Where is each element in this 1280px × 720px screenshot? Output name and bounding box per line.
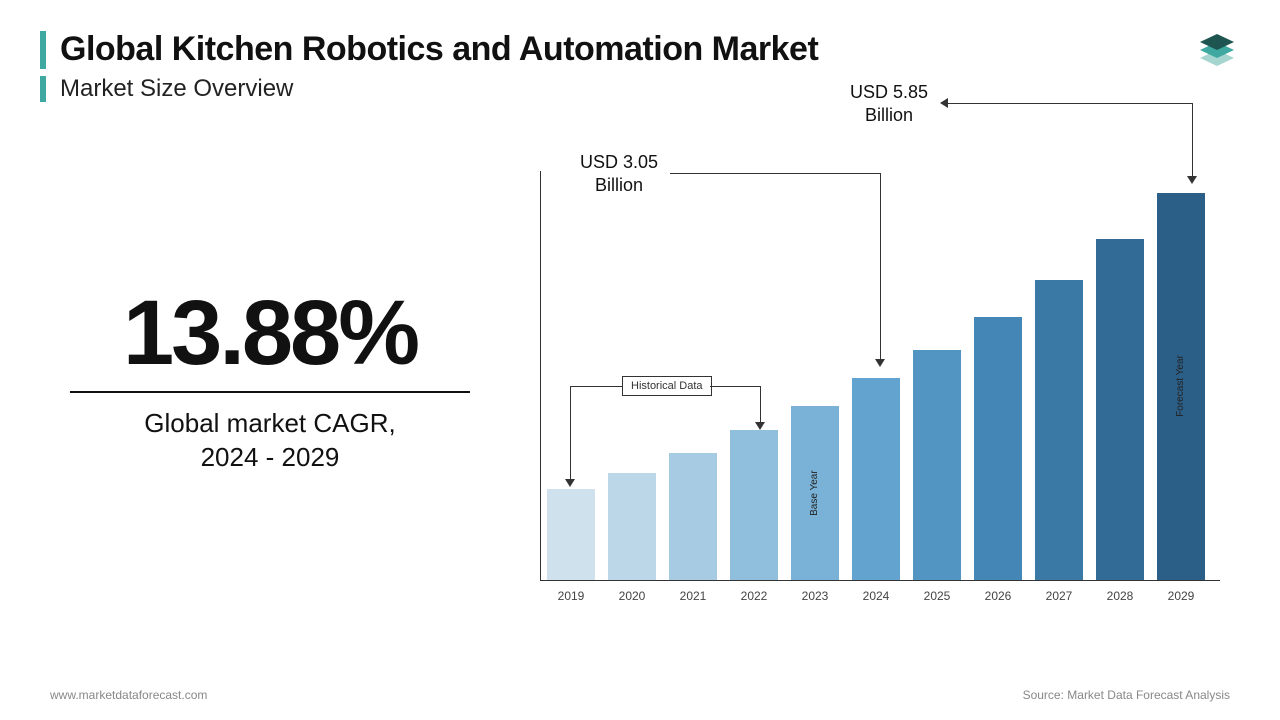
xlabel-2019: 2019 [547,589,595,603]
cagr-line2: 2024 - 2029 [201,442,340,472]
bar-chart: 2019 2020 2021 2022 2023 2024 2025 2026 2027 2028… [520,171,1240,611]
bar-2027 [1035,280,1083,580]
bar-2019 [547,489,595,580]
xlabel-2024: 2024 [852,589,900,603]
footer-right: Source: Market Data Forecast Analysis [1023,688,1230,702]
cagr-line1: Global market CAGR, [144,408,395,438]
bar-2022 [730,430,778,580]
hist-arrowhead-right-icon [755,422,765,430]
brand-logo-icon [1194,28,1240,74]
bar-2021 [669,453,717,580]
page: Global Kitchen Robotics and Automation M… [0,0,1280,720]
xlabel-2029: 2029 [1157,589,1205,603]
callout-2029-bot: Billion [865,105,913,125]
xlabel-2021: 2021 [669,589,717,603]
title-accent-bar [40,31,46,69]
xlabel-2023: 2023 [791,589,839,603]
title-row: Global Kitchen Robotics and Automation M… [40,30,1240,69]
bar-2020 [608,473,656,580]
left-panel: 13.88% Global market CAGR, 2024 - 2029 [40,111,520,651]
page-title: Global Kitchen Robotics and Automation M… [60,30,818,69]
xlabel-2020: 2020 [608,589,656,603]
cagr-caption: Global market CAGR, 2024 - 2029 [144,407,395,475]
body: 13.88% Global market CAGR, 2024 - 2029 U… [40,111,1240,651]
xlabel-2026: 2026 [974,589,1022,603]
bar-2025 [913,350,961,580]
subtitle-accent-bar [40,76,46,102]
xlabel-2025: 2025 [913,589,961,603]
bar-annotation: Base Year [809,416,820,570]
right-panel: USD 3.05 Billion USD 5.85 Billion 201920… [520,111,1240,651]
bar-2028 [1096,239,1144,580]
xlabel-2028: 2028 [1096,589,1144,603]
hist-bracket-h-left [570,386,622,387]
callout-2029-arrowhead-left-icon [940,98,948,108]
xlabel-2027: 2027 [1035,589,1083,603]
historical-data-box: Historical Data [622,376,712,396]
hist-bracket-h-right [710,386,760,387]
bar-2026 [974,317,1022,580]
callout-2029: USD 5.85 Billion [850,81,928,126]
cagr-percent: 13.88% [123,287,417,379]
hist-bracket-v-left [570,386,571,481]
callout-2029-arrow-h [942,103,1192,104]
footer-left: www.marketdataforecast.com [50,688,207,702]
subtitle-row: Market Size Overview [40,75,1240,103]
callout-2029-arrow-v [1192,103,1193,178]
footer: www.marketdataforecast.com Source: Marke… [50,688,1230,702]
bar-2024 [852,378,900,580]
divider [70,391,470,393]
bar-annotation: Forecast Year [1175,203,1186,570]
hist-arrowhead-left-icon [565,479,575,487]
page-subtitle: Market Size Overview [60,75,293,103]
hist-bracket-v-right [760,386,761,424]
xlabel-2022: 2022 [730,589,778,603]
callout-2029-top: USD 5.85 [850,82,928,102]
callout-2024-top: USD 3.05 [580,152,658,172]
